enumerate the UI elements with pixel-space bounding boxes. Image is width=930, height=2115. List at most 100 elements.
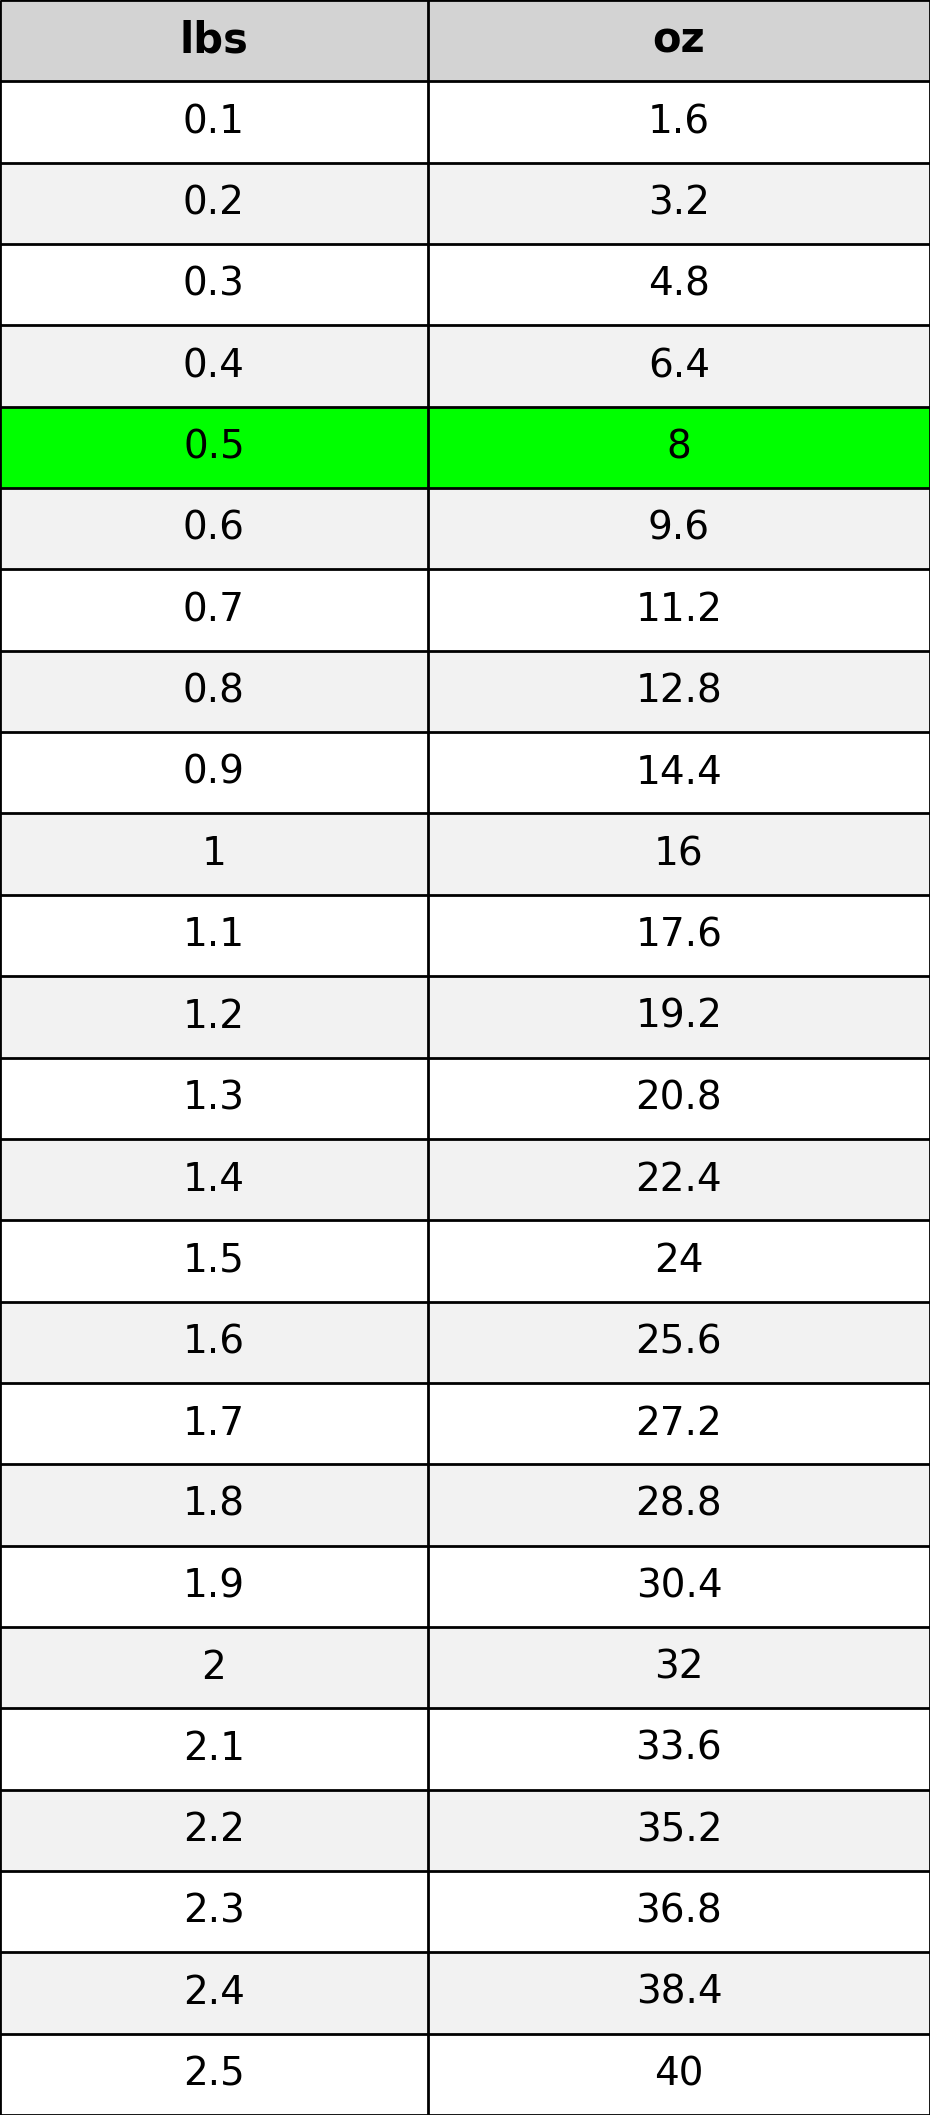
Bar — [0, 569, 428, 651]
Text: 8: 8 — [667, 429, 691, 467]
Text: 40: 40 — [654, 2056, 704, 2094]
Bar — [428, 243, 930, 326]
Text: 1.5: 1.5 — [183, 1242, 245, 1280]
Bar — [0, 406, 428, 489]
Text: 0.5: 0.5 — [183, 429, 245, 467]
Text: 9.6: 9.6 — [648, 510, 710, 548]
Text: 1.7: 1.7 — [183, 1404, 245, 1442]
Text: 0.2: 0.2 — [183, 184, 245, 222]
Bar — [428, 1138, 930, 1220]
Text: 27.2: 27.2 — [635, 1404, 723, 1442]
Text: 35.2: 35.2 — [635, 1810, 723, 1849]
Text: 1: 1 — [202, 835, 226, 873]
Bar — [428, 1626, 930, 1709]
Text: 1.8: 1.8 — [183, 1487, 245, 1525]
Text: 0.8: 0.8 — [183, 673, 245, 711]
Bar — [0, 1626, 428, 1709]
Text: 2: 2 — [202, 1648, 226, 1686]
Text: 17.6: 17.6 — [635, 916, 723, 954]
Text: 38.4: 38.4 — [635, 1973, 723, 2011]
Bar — [428, 2035, 930, 2115]
Bar — [428, 651, 930, 732]
Bar — [428, 814, 930, 895]
Bar — [0, 977, 428, 1058]
Bar — [428, 1058, 930, 1138]
Bar — [428, 163, 930, 243]
Text: 32: 32 — [654, 1648, 704, 1686]
Bar — [428, 977, 930, 1058]
Bar — [0, 1789, 428, 1872]
Bar — [0, 80, 428, 163]
Bar — [428, 1709, 930, 1789]
Text: 28.8: 28.8 — [635, 1487, 723, 1525]
Bar — [0, 895, 428, 977]
Bar — [428, 0, 930, 80]
Text: 6.4: 6.4 — [648, 347, 710, 385]
Text: 30.4: 30.4 — [635, 1567, 723, 1605]
Text: 0.6: 0.6 — [183, 510, 245, 548]
Bar — [428, 1464, 930, 1546]
Text: oz: oz — [653, 19, 705, 61]
Text: 0.1: 0.1 — [183, 104, 245, 142]
Text: 16: 16 — [654, 835, 704, 873]
Text: 2.4: 2.4 — [183, 1973, 245, 2011]
Bar — [0, 2035, 428, 2115]
Bar — [0, 1952, 428, 2035]
Text: 20.8: 20.8 — [635, 1079, 723, 1117]
Text: 0.9: 0.9 — [183, 753, 245, 791]
Bar — [0, 489, 428, 569]
Bar — [0, 326, 428, 406]
Text: 24: 24 — [654, 1242, 704, 1280]
Text: 2.2: 2.2 — [183, 1810, 245, 1849]
Text: 1.3: 1.3 — [183, 1079, 245, 1117]
Bar — [428, 326, 930, 406]
Bar — [428, 1952, 930, 2035]
Bar — [0, 1709, 428, 1789]
Bar — [0, 1464, 428, 1546]
Bar — [0, 1058, 428, 1138]
Text: 25.6: 25.6 — [635, 1324, 723, 1362]
Text: 11.2: 11.2 — [635, 590, 723, 628]
Bar — [428, 80, 930, 163]
Text: 0.3: 0.3 — [183, 266, 245, 305]
Bar — [428, 1220, 930, 1301]
Bar — [428, 489, 930, 569]
Bar — [0, 814, 428, 895]
Text: 33.6: 33.6 — [635, 1730, 723, 1768]
Bar — [0, 1546, 428, 1626]
Bar — [428, 569, 930, 651]
Bar — [428, 1872, 930, 1952]
Bar — [428, 1383, 930, 1464]
Text: 2.3: 2.3 — [183, 1893, 245, 1931]
Text: 2.1: 2.1 — [183, 1730, 245, 1768]
Bar — [0, 1220, 428, 1301]
Bar — [428, 1546, 930, 1626]
Text: 12.8: 12.8 — [635, 673, 723, 711]
Bar — [0, 732, 428, 814]
Bar — [428, 1789, 930, 1872]
Text: 0.4: 0.4 — [183, 347, 245, 385]
Text: 3.2: 3.2 — [648, 184, 710, 222]
Bar — [428, 732, 930, 814]
Bar — [428, 406, 930, 489]
Text: 1.9: 1.9 — [183, 1567, 245, 1605]
Bar — [428, 1301, 930, 1383]
Text: 2.5: 2.5 — [183, 2056, 245, 2094]
Bar — [0, 1383, 428, 1464]
Text: 1.6: 1.6 — [648, 104, 710, 142]
Bar — [428, 895, 930, 977]
Text: lbs: lbs — [179, 19, 248, 61]
Bar — [0, 163, 428, 243]
Bar — [0, 1301, 428, 1383]
Text: 4.8: 4.8 — [648, 266, 710, 305]
Text: 1.1: 1.1 — [183, 916, 245, 954]
Text: 14.4: 14.4 — [635, 753, 723, 791]
Bar — [0, 1872, 428, 1952]
Text: 1.2: 1.2 — [183, 998, 245, 1036]
Text: 36.8: 36.8 — [635, 1893, 723, 1931]
Text: 1.6: 1.6 — [183, 1324, 245, 1362]
Text: 1.4: 1.4 — [183, 1161, 245, 1199]
Text: 22.4: 22.4 — [635, 1161, 723, 1199]
Bar — [0, 243, 428, 326]
Bar — [0, 651, 428, 732]
